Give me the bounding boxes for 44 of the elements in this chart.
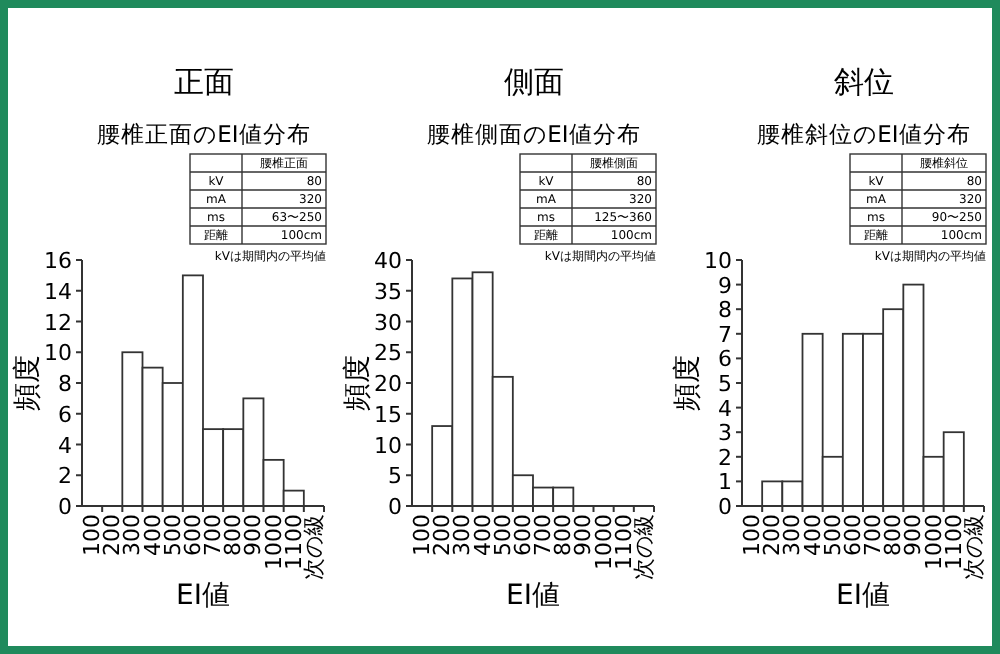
y-axis-title: 頻度 [672,355,704,411]
y-tick-label: 0 [718,494,732,520]
x-tick-label: 次の級 [960,514,987,580]
x-axis-title: EI値 [506,580,560,612]
chart-title: 正面 [174,64,234,100]
x-tick-label: 次の級 [630,514,657,580]
y-tick-label: 14 [44,278,72,305]
chart-subtitle: 腰椎側面のEI値分布 [427,120,641,148]
x-axis-title: EI値 [176,580,230,612]
y-tick-label: 6 [58,401,72,428]
x-axis-title: EI値 [836,580,890,612]
y-tick-label: 40 [374,248,402,274]
y-tick-label: 6 [718,346,732,373]
y-axis-title: 頻度 [12,355,44,411]
y-tick-label: 1 [718,469,732,496]
y-tick-label: 8 [718,297,732,324]
y-tick-label: 3 [718,420,732,447]
y-tick-label: 0 [58,494,72,520]
y-tick-label: 9 [718,272,732,299]
y-tick-label: 10 [704,248,732,274]
chart-subtitle: 腰椎斜位のEI値分布 [757,120,971,148]
y-tick-label: 0 [388,494,402,520]
y-tick-label: 16 [44,248,72,274]
y-tick-label: 10 [374,432,402,459]
chart-subtitle: 腰椎正面のEI値分布 [97,120,311,148]
y-tick-label: 10 [44,340,72,367]
y-tick-label: 4 [58,432,72,459]
y-tick-label: 4 [718,395,732,422]
chart-title: 斜位 [834,64,894,100]
y-tick-label: 12 [44,309,72,336]
y-tick-label: 20 [374,371,402,397]
y-tick-label: 30 [374,309,402,336]
y-tick-label: 35 [374,278,402,305]
y-tick-label: 15 [374,401,402,428]
y-tick-label: 2 [718,444,732,471]
y-tick-label: 8 [58,371,72,397]
y-tick-label: 5 [718,371,732,397]
y-tick-label: 2 [58,463,72,490]
y-axis-title: 頻度 [342,355,374,411]
y-tick-label: 5 [388,463,402,490]
y-tick-label: 25 [374,340,402,367]
x-tick-label: 次の級 [300,514,327,580]
y-tick-label: 7 [718,321,732,348]
chart-title: 側面 [504,64,564,100]
